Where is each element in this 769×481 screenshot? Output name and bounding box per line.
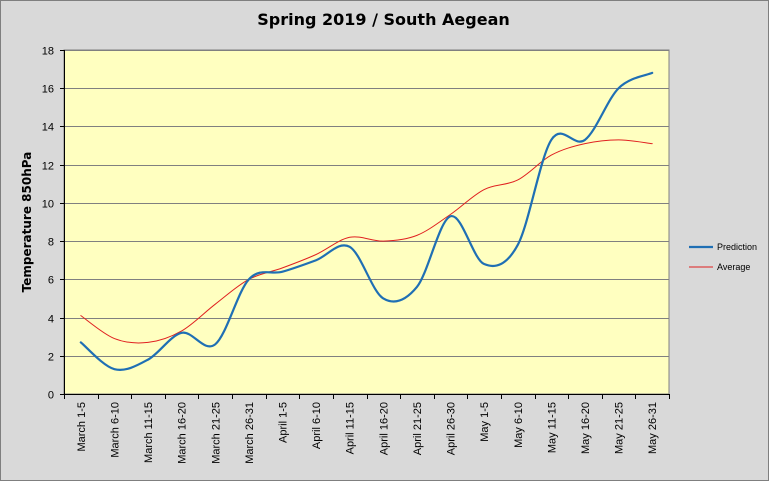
x-tick-label-15: May 16-20 [580,402,592,454]
x-tick-label-0: March 1-5 [76,402,88,452]
y-tick-label-2: 4 [48,314,54,326]
x-tick-label-8: April 11-15 [345,402,357,454]
y-tick-label-0: 0 [48,390,54,402]
y-tick-label-8: 16 [42,84,54,96]
axes: 0 2 4 6 8 10 12 14 16 18 March 1-5 March 6-10 March … [42,46,670,464]
y-tick-label-1: 2 [48,352,54,364]
x-tick-label-9: April 16-20 [378,402,390,455]
plot-area [63,49,670,395]
y-tick-label-7: 14 [42,122,54,134]
legend: Prediction Average [689,242,757,272]
y-tick-label-5: 10 [42,199,54,211]
x-tick-label-17: May 26-31 [647,402,659,454]
x-tick-label-6: April 1-5 [277,402,289,443]
series-lines [79,71,654,371]
gridlines [64,50,669,357]
x-tick-label-4: March 21-25 [210,402,222,464]
x-tick-label-2: March 11-15 [143,402,155,463]
y-tick-label-9: 18 [42,46,54,58]
x-tick-label-16: May 21-25 [614,402,626,454]
y-axis-label: Temperature 850hPa [20,152,34,293]
x-tick-label-1: March 6-10 [109,402,121,458]
x-tick-label-3: March 16-20 [177,402,189,464]
x-tick-label-7: April 6-10 [311,402,323,449]
legend-label-average: Average [717,262,750,272]
x-tick-label-13: May 6-10 [513,402,525,448]
x-tick-label-10: April 21-25 [412,402,424,455]
x-tick-label-12: May 1-5 [479,402,491,442]
legend-label-prediction: Prediction [717,242,757,252]
x-tick-label-14: May 11-15 [546,402,558,453]
y-tick-label-4: 8 [48,237,54,249]
x-tick-label-5: March 26-31 [244,402,256,464]
y-tick-label-6: 12 [42,161,54,173]
series-line-average [80,139,653,344]
chart-title: Spring 2019 / South Aegean [257,10,510,29]
y-tick-label-3: 6 [48,275,54,287]
series-line-prediction [79,71,654,371]
x-tick-label-11: April 26-30 [446,402,458,455]
